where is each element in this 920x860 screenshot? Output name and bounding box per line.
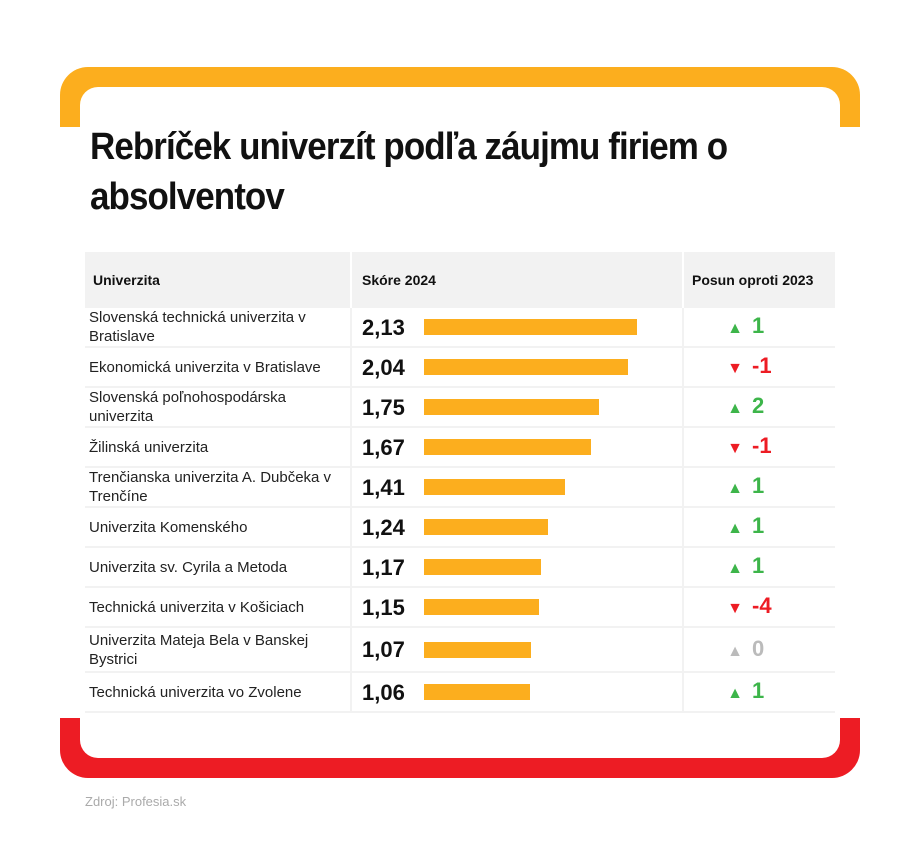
score-bar — [424, 559, 541, 576]
change-value: 1 — [752, 678, 765, 703]
change-cell: ▲ 1 — [683, 507, 835, 548]
table-row: Technická univerzita vo Zvolene 1,06 ▲ 1 — [85, 672, 835, 713]
score-bar — [424, 439, 591, 456]
score-value: 1,07 — [362, 637, 405, 663]
score-bar — [424, 599, 539, 616]
column-header-change: Posun oproti 2023 — [683, 252, 835, 308]
arrow-up-icon: ▲ — [727, 642, 743, 660]
table-row: Univerzita Komenského 1,24 ▲ 1 — [85, 507, 835, 548]
column-header-score: Skóre 2024 — [351, 252, 684, 308]
change-value: 1 — [752, 513, 765, 538]
university-name: Technická univerzita v Košiciach — [85, 587, 352, 628]
change-cell: ▼ -1 — [683, 347, 835, 388]
arrow-down-icon: ▼ — [727, 440, 743, 457]
change-cell: ▲ 2 — [683, 387, 835, 428]
arrow-up-icon: ▲ — [727, 400, 743, 417]
score-bar — [424, 641, 531, 658]
score-bar — [424, 319, 637, 336]
change-value: 1 — [752, 313, 765, 338]
score-bar — [424, 479, 565, 496]
score-bar — [424, 519, 548, 536]
score-cell: 1,17 — [351, 547, 684, 588]
university-name: Slovenská poľnohospodárska univerzita — [85, 387, 352, 428]
frame-inner — [80, 87, 840, 147]
score-value: 1,17 — [362, 554, 405, 580]
change-cell: ▲ 0 — [683, 627, 835, 673]
score-value: 1,24 — [362, 514, 405, 540]
university-name: Univerzita Komenského — [85, 507, 352, 548]
change-value: -1 — [752, 353, 772, 378]
university-name: Trenčianska univerzita A. Dubčeka v Tren… — [85, 467, 352, 508]
university-name: Slovenská technická univerzita v Bratisl… — [85, 308, 352, 348]
score-cell: 1,75 — [351, 387, 684, 428]
table-row: Univerzita sv. Cyrila a Metoda 1,17 ▲ 1 — [85, 547, 835, 588]
university-name: Univerzita sv. Cyrila a Metoda — [85, 547, 352, 588]
chart-title: Rebríček univerzít podľa záujmu firiem o… — [90, 126, 728, 218]
arrow-up-icon: ▲ — [727, 685, 743, 702]
arrow-down-icon: ▼ — [727, 600, 743, 617]
table-row: Slovenská poľnohospodárska univerzita 1,7… — [85, 387, 835, 428]
score-cell: 1,07 — [351, 627, 684, 673]
arrow-down-icon: ▼ — [727, 360, 743, 377]
table-row: Slovenská technická univerzita v Bratisl… — [85, 308, 835, 348]
score-cell: 1,15 — [351, 587, 684, 628]
table-row: Ekonomická univerzita v Bratislave 2,04 ▼ -… — [85, 347, 835, 388]
table-row: Univerzita Mateja Bela v Banskej Bystric… — [85, 627, 835, 673]
table-row: Trenčianska univerzita A. Dubčeka v Tren… — [85, 467, 835, 508]
score-cell: 2,13 — [351, 308, 684, 348]
score-bar — [424, 359, 628, 376]
arrow-up-icon: ▲ — [727, 320, 743, 337]
score-value: 1,06 — [362, 679, 405, 705]
change-value: 0 — [752, 635, 765, 661]
score-cell: 1,24 — [351, 507, 684, 548]
arrow-up-icon: ▲ — [727, 560, 743, 577]
table-row: Žilinská univerzita 1,67 ▼ -1 — [85, 427, 835, 468]
score-value: 1,41 — [362, 474, 405, 500]
change-value: -4 — [752, 593, 772, 618]
arrow-up-icon: ▲ — [727, 520, 743, 537]
change-value: 1 — [752, 553, 765, 578]
score-value: 2,04 — [362, 354, 405, 380]
university-name: Žilinská univerzita — [85, 427, 352, 468]
score-bar — [424, 684, 530, 701]
arrow-up-icon: ▲ — [727, 480, 743, 497]
score-value: 1,15 — [362, 594, 405, 620]
score-value: 1,75 — [362, 394, 405, 420]
score-bar — [424, 399, 599, 416]
university-name: Ekonomická univerzita v Bratislave — [85, 347, 352, 388]
score-value: 2,13 — [362, 314, 405, 340]
change-cell: ▼ -1 — [683, 427, 835, 468]
score-cell: 2,04 — [351, 347, 684, 388]
change-value: 1 — [752, 473, 765, 498]
change-value: 2 — [752, 393, 765, 418]
table-row: Technická univerzita v Košiciach 1,15 ▼ -4 — [85, 587, 835, 628]
change-cell: ▲ 1 — [683, 672, 835, 713]
change-cell: ▼ -4 — [683, 587, 835, 628]
score-cell: 1,06 — [351, 672, 684, 713]
score-value: 1,67 — [362, 434, 405, 460]
score-cell: 1,41 — [351, 467, 684, 508]
ranking-table: Univerzita Skóre 2024 Posun oproti 2023 … — [85, 252, 835, 713]
university-name: Technická univerzita vo Zvolene — [85, 672, 352, 713]
score-cell: 1,67 — [351, 427, 684, 468]
change-cell: ▲ 1 — [683, 308, 835, 348]
source-note: Zdroj: Profesia.sk — [85, 794, 187, 809]
change-value: -1 — [752, 433, 772, 458]
university-name: Univerzita Mateja Bela v Banskej Bystric… — [85, 627, 352, 673]
change-cell: ▲ 1 — [683, 467, 835, 508]
column-header-university: Univerzita — [85, 252, 352, 308]
change-cell: ▲ 1 — [683, 547, 835, 588]
